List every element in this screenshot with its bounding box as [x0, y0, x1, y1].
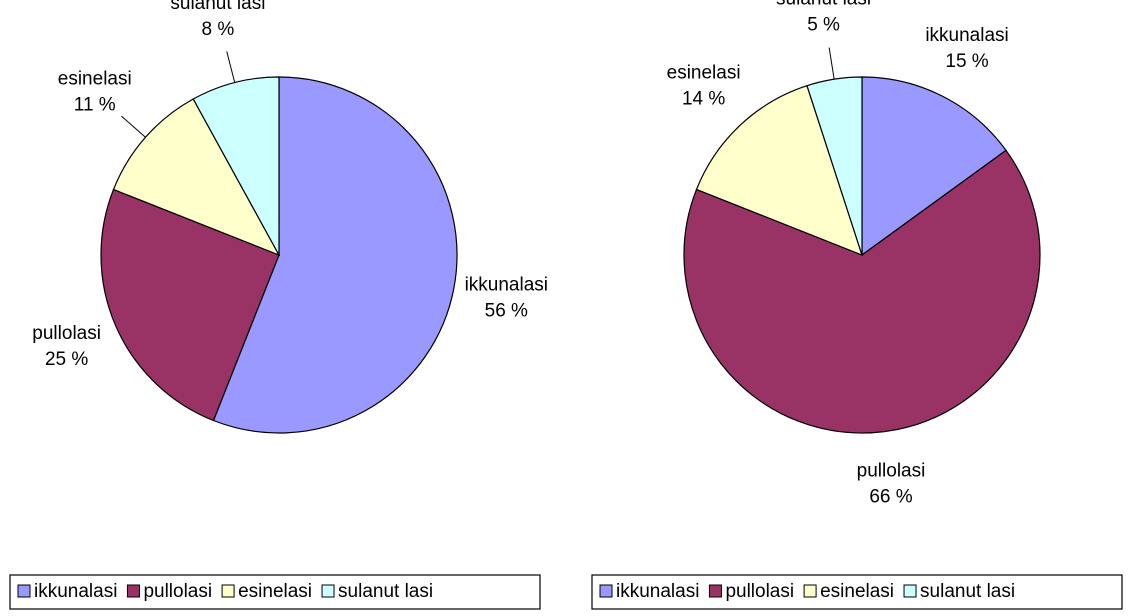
legend-label: sulanut lasi: [338, 581, 433, 602]
legend-swatch: [708, 584, 722, 598]
slice-value-label: 8 %: [202, 19, 235, 40]
legend-label: ikkunalasi: [616, 581, 699, 602]
legend-label: pullolasi: [725, 581, 794, 602]
pie-slice: [861, 76, 1007, 257]
slice-value-label: 66 %: [869, 487, 912, 508]
legend-label: pullolasi: [143, 581, 212, 602]
pie-slice: [192, 76, 280, 256]
slice-label: esinelasi: [58, 69, 132, 90]
slice-value-label: 5 %: [807, 14, 840, 35]
legend-box: [591, 574, 1123, 610]
legend-label: ikkunalasi: [34, 581, 117, 602]
legend-swatch: [803, 584, 817, 598]
slice-value-label: 11 %: [74, 95, 116, 116]
leader-line: [828, 47, 835, 80]
legend-label: esinelasi: [238, 581, 312, 602]
slice-label: pullolasi: [32, 323, 101, 344]
pie-slice: [683, 149, 1041, 434]
slice-value-label: 56 %: [485, 300, 528, 321]
slice-value-label: 15 %: [945, 51, 988, 72]
pie-slice: [212, 76, 458, 434]
slice-label: sulanut lasi: [776, 0, 871, 9]
slice-label: ikkunalasi: [465, 274, 548, 295]
slice-value-label: 14 %: [682, 88, 725, 109]
legend-swatch: [321, 584, 335, 598]
slice-label: pullolasi: [857, 461, 926, 482]
legend-swatch: [221, 584, 235, 598]
slice-label: ikkunalasi: [925, 25, 1008, 46]
pie-slice: [100, 188, 280, 422]
legend-swatch: [903, 584, 917, 598]
slice-label: sulanut lasi: [170, 0, 265, 14]
legend-swatch: [599, 584, 613, 598]
slice-label: esinelasi: [667, 62, 741, 83]
slice-value-label: 25 %: [45, 349, 88, 370]
legend-swatch: [17, 584, 31, 598]
legend-label: sulanut lasi: [920, 581, 1015, 602]
legend-label: esinelasi: [820, 581, 894, 602]
leader-line: [226, 51, 236, 83]
legend-swatch: [126, 584, 140, 598]
legend-box: [9, 574, 541, 610]
pie-slice: [112, 98, 281, 257]
leader-line: [121, 115, 146, 138]
